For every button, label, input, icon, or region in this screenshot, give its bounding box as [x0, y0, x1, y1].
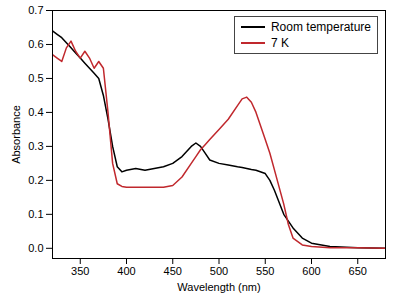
svg-text:650: 650: [349, 265, 367, 277]
svg-text:0.0: 0.0: [28, 242, 43, 254]
svg-text:0.6: 0.6: [28, 38, 43, 50]
html-text:Room temperature: Room temperature: [271, 20, 371, 34]
svg-text:0.5: 0.5: [28, 72, 43, 84]
svg-text:500: 500: [210, 265, 228, 277]
svg-text:0.3: 0.3: [28, 140, 43, 152]
svg-text:600: 600: [302, 265, 320, 277]
svg-text:Wavelength (nm): Wavelength (nm): [177, 281, 260, 293]
html-text:7 K: 7 K: [271, 36, 289, 50]
svg-text:0.1: 0.1: [28, 208, 43, 220]
svg-text:400: 400: [117, 265, 135, 277]
svg-text:350: 350: [71, 265, 89, 277]
svg-text:Absorbance: Absorbance: [10, 105, 22, 164]
svg-text:550: 550: [256, 265, 274, 277]
svg-text:450: 450: [164, 265, 182, 277]
svg-text:0.2: 0.2: [28, 174, 43, 186]
svg-text:0.4: 0.4: [28, 106, 43, 118]
svg-text:0.7: 0.7: [28, 4, 43, 16]
